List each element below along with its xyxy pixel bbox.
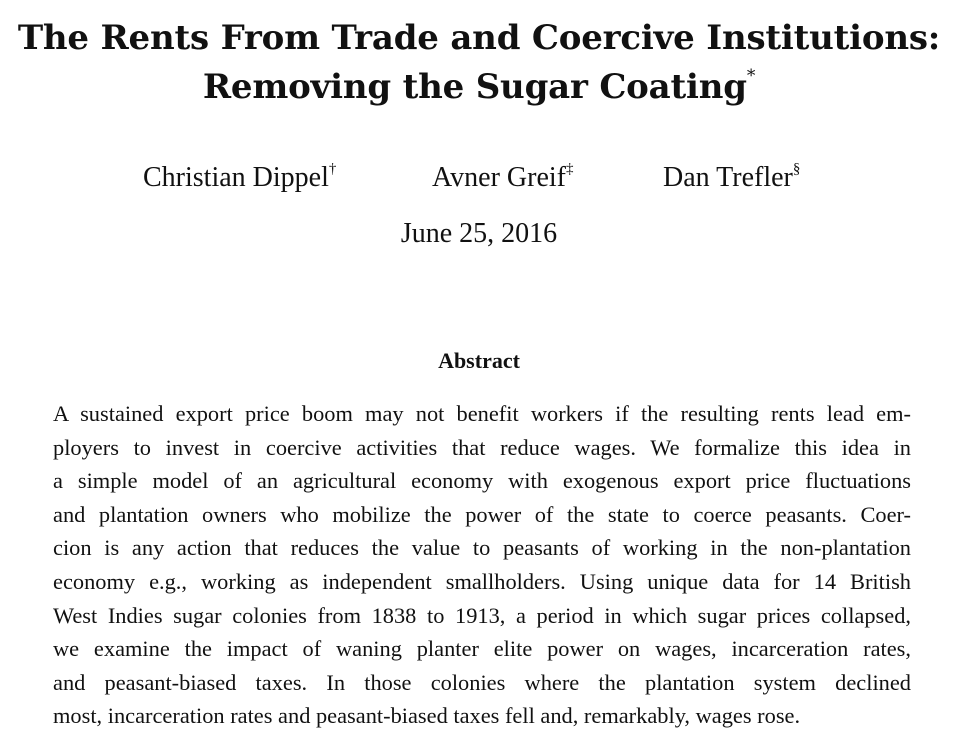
abstract-line: West Indies sugar colonies from 1838 to … <box>53 602 911 628</box>
author-footnote-mark: † <box>328 161 337 177</box>
abstract-line: most, incarceration rates and peasant-bi… <box>53 703 801 729</box>
author: Avner Greif‡ <box>432 160 573 196</box>
title-line-2-text: Removing the Sugar Coating <box>202 67 747 107</box>
title-line-2: Removing the Sugar Coating* <box>0 63 958 112</box>
author-name: Dan Trefler <box>663 162 793 193</box>
paper-date: June 25, 2016 <box>400 218 558 249</box>
abstract-line: a simple model of an agricultural econom… <box>53 468 911 494</box>
abstract-line: we examine the impact of waning planter … <box>53 636 911 662</box>
author-footnote-mark: § <box>792 161 801 177</box>
paper-title: The Rents From Trade and Coercive Instit… <box>0 14 958 112</box>
abstract-line: cion is any action that reduces the valu… <box>53 535 911 561</box>
abstract-line: A sustained export price boom may not be… <box>53 401 911 426</box>
author-footnote-mark: ‡ <box>565 161 574 177</box>
abstract-line: economy e.g., working as independent sma… <box>53 568 911 594</box>
author: Dan Trefler§ <box>663 160 800 196</box>
abstract-heading: Abstract <box>438 348 520 373</box>
author-name: Christian Dippel <box>143 162 329 193</box>
author-list: Christian Dippel† Avner Greif‡ Dan Trefl… <box>0 160 958 200</box>
abstract-body: A sustained export price boom may not be… <box>53 397 911 733</box>
author-name: Avner Greif <box>432 162 566 193</box>
abstract-line: ployers to invest in coercive activities… <box>53 434 911 460</box>
abstract-line: and peasant-biased taxes. In those colon… <box>53 669 911 695</box>
author: Christian Dippel† <box>143 160 336 196</box>
title-line-1: The Rents From Trade and Coercive Instit… <box>17 18 941 58</box>
title-footnote-mark: * <box>746 66 756 86</box>
abstract-line: and plantation owners who mobilize the p… <box>53 501 911 527</box>
